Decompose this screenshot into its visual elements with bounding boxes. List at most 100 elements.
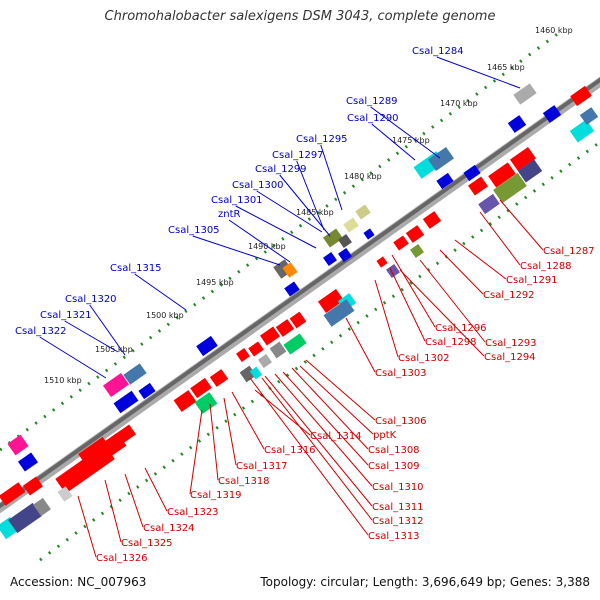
reverse-gene-label[interactable]: Csal_1293 (485, 338, 537, 349)
gene-feature[interactable] (363, 228, 375, 240)
gene-feature[interactable] (579, 107, 599, 125)
gene-feature[interactable] (194, 392, 218, 414)
gene-feature[interactable] (190, 377, 212, 399)
forward-gene-label[interactable]: zntR (218, 209, 241, 220)
reverse-gene-label[interactable]: Csal_1319 (190, 490, 242, 501)
reverse-gene-label[interactable]: Csal_1308 (368, 445, 420, 456)
gene-feature[interactable] (355, 204, 371, 220)
forward-gene-label[interactable]: Csal_1315 (110, 263, 162, 274)
gene-feature[interactable] (78, 436, 112, 468)
forward-gene-label[interactable]: Csal_1297 (272, 150, 324, 161)
gene-feature[interactable] (289, 311, 307, 329)
gene-feature[interactable] (7, 434, 29, 456)
reverse-gene-label[interactable]: Csal_1316 (264, 445, 316, 456)
gene-feature[interactable] (173, 390, 197, 412)
gene-feature[interactable] (116, 424, 136, 444)
gene-feature[interactable] (427, 146, 455, 172)
reverse-gene-label[interactable]: Csal_1325 (121, 538, 173, 549)
gene-feature[interactable] (196, 335, 218, 357)
gene-feature[interactable] (517, 159, 543, 183)
forward-gene-label[interactable]: Csal_1290 (347, 113, 399, 124)
gene-feature[interactable] (269, 341, 287, 359)
reverse-gene-label[interactable]: Csal_1323 (167, 507, 219, 518)
reverse-gene-label[interactable]: Csal_1292 (483, 290, 535, 301)
forward-gene-label[interactable]: Csal_1321 (40, 310, 92, 321)
reverse-gene-label[interactable]: Csal_1287 (543, 246, 595, 257)
reverse-gene-label[interactable]: Csal_1291 (506, 275, 558, 286)
gene-feature[interactable] (343, 217, 359, 233)
gene-feature[interactable] (338, 234, 352, 248)
gene-feature[interactable] (393, 235, 409, 251)
gene-feature[interactable] (260, 326, 280, 346)
gene-feature[interactable] (282, 262, 298, 278)
reverse-gene-label[interactable]: Csal_1306 (375, 416, 427, 427)
forward-gene-label[interactable]: Csal_1322 (15, 326, 67, 337)
forward-gene-label[interactable]: Csal_1305 (168, 225, 220, 236)
gene-feature[interactable] (57, 486, 73, 502)
reverse-gene-label[interactable]: Csal_1302 (398, 353, 450, 364)
reverse-gene-label[interactable]: Csal_1318 (218, 476, 270, 487)
gene-feature[interactable] (284, 281, 300, 297)
reverse-gene-label[interactable]: Csal_1309 (368, 461, 420, 472)
gene-feature[interactable] (236, 348, 250, 362)
gene-feature[interactable] (102, 372, 130, 398)
gene-feature[interactable] (113, 390, 139, 414)
gene-feature[interactable] (513, 83, 537, 105)
reverse-gene-label[interactable]: Csal_1313 (368, 531, 420, 542)
gene-feature[interactable] (376, 256, 388, 268)
gene-feature[interactable] (570, 85, 592, 107)
gene-feature[interactable] (468, 176, 488, 196)
reverse-gene-label[interactable]: Csal_1326 (96, 553, 148, 564)
gene-feature[interactable] (0, 482, 26, 506)
gene-feature[interactable] (23, 476, 43, 496)
reverse-gene-label[interactable]: Csal_1296 (435, 323, 487, 334)
forward-gene-label[interactable]: Csal_1299 (255, 164, 307, 175)
gene-feature[interactable] (323, 252, 337, 266)
reverse-gene-label[interactable]: Csal_1294 (484, 352, 536, 363)
forward-gene-label[interactable]: Csal_1295 (296, 134, 348, 145)
forward-gene-label[interactable]: Csal_1284 (412, 46, 464, 57)
gene-feature[interactable] (542, 105, 562, 123)
gene-feature[interactable] (493, 172, 527, 204)
gene-feature[interactable] (436, 172, 454, 190)
gene-feature[interactable] (283, 333, 307, 355)
reverse-gene-label[interactable]: Csal_1288 (520, 261, 572, 272)
gene-feature[interactable] (507, 115, 527, 133)
forward-gene-label[interactable]: Csal_1289 (346, 96, 398, 107)
reverse-gene-label[interactable]: Csal_1324 (143, 523, 195, 534)
gene-feature[interactable] (386, 264, 400, 278)
reverse-gene-label[interactable]: Csal_1298 (425, 337, 477, 348)
gene-feature[interactable] (248, 341, 264, 357)
gene-feature[interactable] (422, 211, 442, 229)
reverse-gene-label[interactable]: pptK (373, 430, 397, 441)
gene-feature[interactable] (569, 119, 595, 143)
gene-feature[interactable] (249, 366, 263, 380)
forward-gene-label[interactable]: Csal_1300 (232, 180, 284, 191)
forward-gene-label[interactable]: Csal_1301 (211, 195, 263, 206)
gene-feature[interactable] (463, 164, 481, 182)
gene-feature[interactable] (258, 354, 272, 368)
forward-gene-label[interactable]: Csal_1320 (65, 294, 117, 305)
gene-feature[interactable] (8, 502, 42, 534)
gene-feature[interactable] (488, 162, 516, 188)
reverse-gene-label[interactable]: Csal_1314 (310, 431, 362, 442)
reverse-gene-label[interactable]: Csal_1312 (372, 516, 424, 527)
gene-feature[interactable] (323, 228, 343, 248)
gene-feature[interactable] (138, 382, 156, 400)
gene-feature[interactable] (405, 225, 425, 243)
gene-feature[interactable] (317, 288, 345, 314)
gene-feature[interactable] (509, 146, 537, 172)
gene-feature[interactable] (275, 319, 295, 337)
gene-feature[interactable] (323, 299, 355, 327)
reverse-gene-label[interactable]: Csal_1310 (372, 482, 424, 493)
gene-feature[interactable] (123, 363, 147, 385)
reverse-gene-label[interactable]: Csal_1317 (236, 461, 288, 472)
gene-feature[interactable] (33, 497, 51, 517)
gene-feature[interactable] (209, 369, 229, 387)
gene-feature[interactable] (410, 244, 424, 258)
reverse-gene-label[interactable]: Csal_1311 (372, 502, 424, 513)
gene-feature[interactable] (18, 452, 38, 472)
gene-feature[interactable] (338, 248, 352, 262)
reverse-gene-label[interactable]: Csal_1303 (375, 368, 427, 379)
gene-feature[interactable] (478, 193, 500, 215)
